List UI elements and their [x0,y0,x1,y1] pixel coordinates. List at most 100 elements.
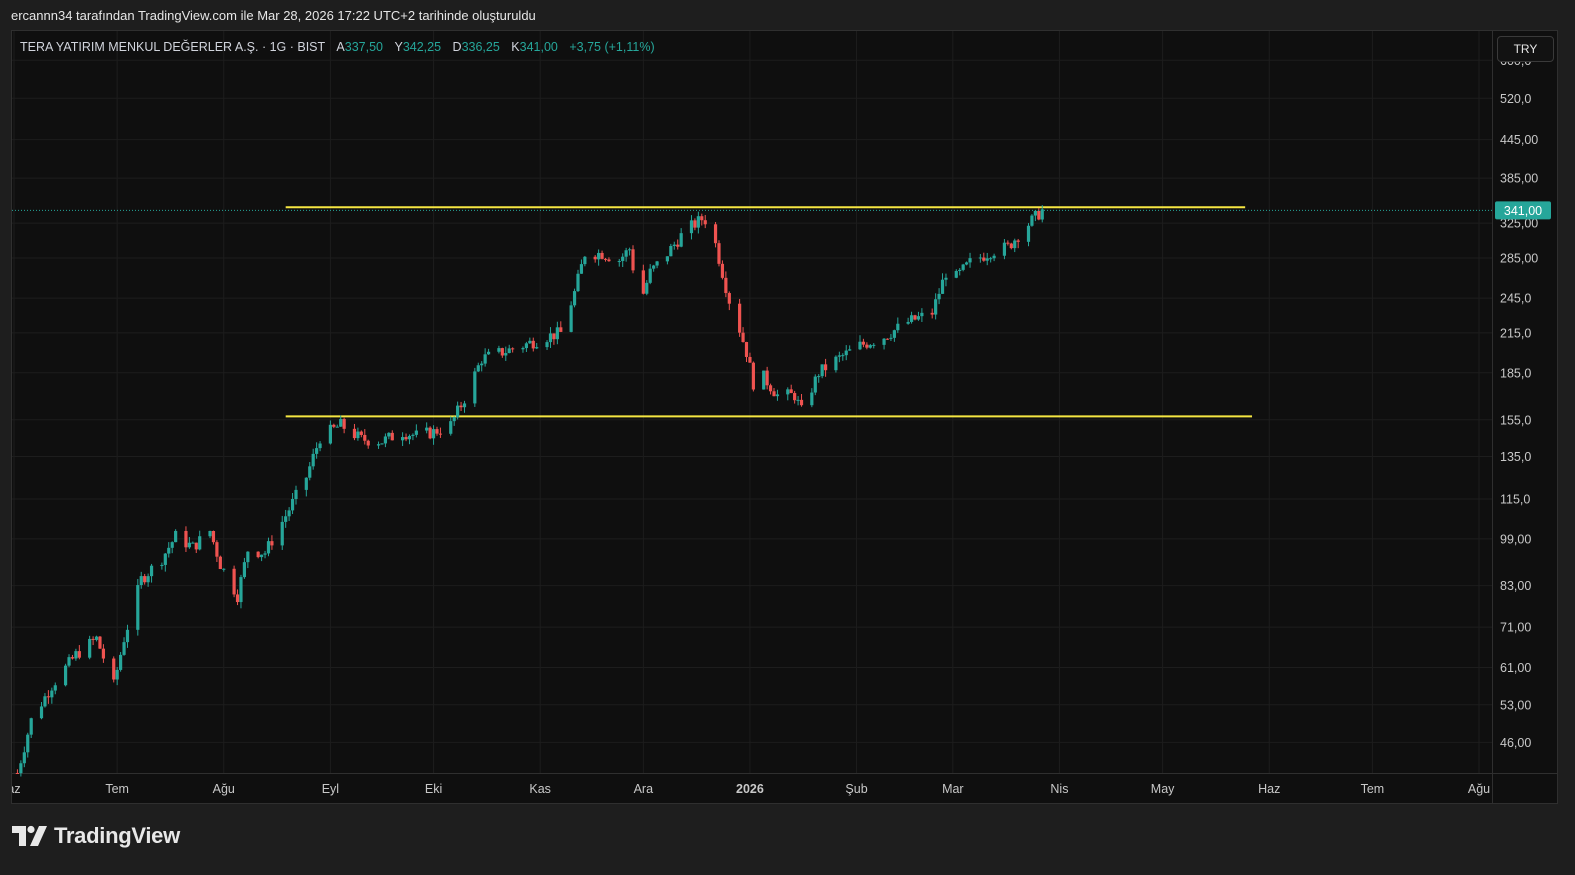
candle-body [383,436,388,444]
candle-body [136,585,140,630]
candle-body [844,350,848,356]
candle-body [940,279,945,294]
tradingview-logo[interactable]: TradingView [12,823,180,849]
candle-body [989,258,993,260]
candle-body [263,553,267,555]
candle-body [648,268,652,283]
chart-frame[interactable]: 600,0520,0445,00385,00325,00285,00245,02… [11,30,1558,804]
price-tick-label: 61,00 [1500,661,1531,675]
candle-body [762,370,766,390]
chart-canvas[interactable]: 600,0520,0445,00385,00325,00285,00245,02… [12,31,1557,803]
candle-body [555,327,559,340]
candle-body [43,696,47,707]
candle-body [462,403,467,408]
time-tick-label: Tem [105,782,129,796]
time-tick-label: Mar [942,782,964,796]
candle-body [751,362,755,390]
candle-body [717,243,721,264]
candle-body [376,444,381,446]
low-value: 336,25 [461,40,500,54]
candle-body [1006,242,1010,244]
candle-body [703,220,707,225]
candle-body [187,542,191,548]
candle-body [119,654,123,670]
candle-body [149,565,154,577]
candle-body [548,333,553,343]
candle-body [218,556,222,570]
candle-body [607,259,611,262]
candle-body [700,216,704,221]
candle-body [46,696,50,698]
candle-body [713,224,718,244]
candle-body [1013,240,1017,249]
candle-body [452,417,456,422]
candle-body [524,343,529,349]
candle-body [29,718,33,735]
candle-body [817,376,821,378]
candle-body [576,273,580,292]
candle-body [256,551,260,558]
candle-body [160,564,164,566]
candle-body [1033,210,1037,216]
candlestick-series [15,205,1044,777]
grid [12,31,1557,803]
currency-button[interactable]: TRY [1497,36,1554,62]
price-tick-label: 46,00 [1500,736,1531,750]
candle-body [720,263,725,278]
price-tick-label: 71,00 [1500,621,1531,635]
candle-body [1009,243,1013,249]
candle-body [39,706,44,719]
candle-body [266,541,271,554]
price-axis[interactable]: 600,0520,0445,00385,00325,00285,00245,02… [1500,54,1538,750]
candle-body [414,430,418,435]
candle-body [294,489,298,500]
candle-body [621,256,625,262]
candle-body [796,399,800,401]
time-tick-label: Tem [1361,782,1385,796]
open-label: A [336,40,345,54]
candle-body [896,323,900,331]
candle-body [77,651,81,658]
horizontal-levels[interactable] [285,206,1253,418]
candle-body [184,530,188,548]
price-tick-label: 155,0 [1500,413,1531,427]
symbol-legend[interactable]: TERA YATIRIM MENKUL DEĞERLER A.Ş. · 1G ·… [20,40,655,54]
candle-body [459,405,463,408]
candle-body [19,763,23,774]
price-tick-label: 325,00 [1500,217,1538,231]
candle-body [98,636,102,649]
candle-body [679,233,683,247]
candle-body [449,421,453,434]
candle-body [1040,209,1044,220]
candle-body [304,477,308,490]
candle-body [837,355,841,357]
time-axis[interactable]: az Tem Ağu Eyl Eki Kas Ara 2026 Şub Mar Nis May Haz T… [12,782,1490,796]
candle-body [823,364,828,371]
candle-body [913,315,917,320]
candle-body [889,337,893,339]
symbol-name[interactable]: TERA YATIRIM MENKUL DEĞERLER A.Ş. · 1G ·… [20,40,325,54]
time-tick-label: Eyl [322,782,339,796]
candle-body [627,249,632,251]
candle-body [1016,240,1020,242]
candle-body [906,321,910,324]
candle-body [390,432,394,441]
candle-body [260,554,264,558]
candle-body [167,547,171,554]
candle-body [50,690,54,698]
candle-body [978,257,982,259]
price-tick-label: 215,0 [1500,326,1531,340]
price-tick-label: 385,00 [1500,172,1538,186]
time-tick-label: Ağu [213,782,235,796]
candle-body [235,594,240,603]
candle-body [270,541,274,546]
price-tick-label: 115,0 [1500,493,1530,507]
candle-body [982,257,986,261]
candle-body [748,356,752,363]
candle-body [139,576,143,586]
candle-body [284,516,288,522]
candle-body [143,576,147,583]
watermark-text: ercannn34 tarafından TradingView.com ile… [11,8,536,23]
price-tick-label: 99,00 [1500,532,1531,546]
candle-body [101,648,106,659]
